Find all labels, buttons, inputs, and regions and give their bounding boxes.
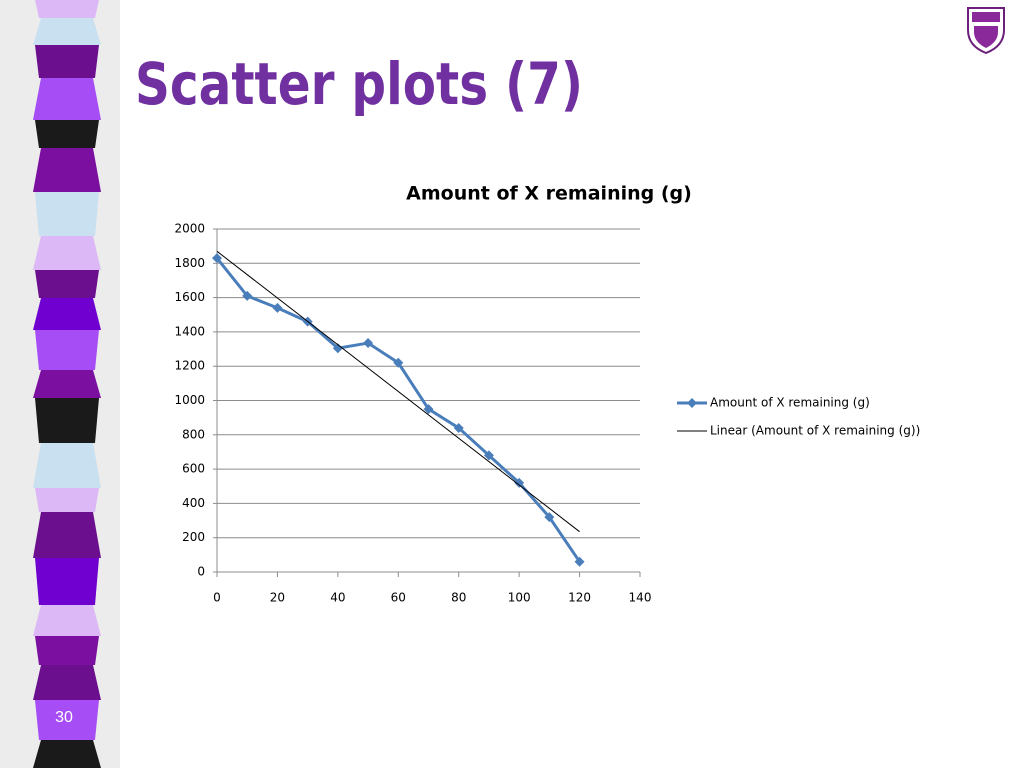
series-line <box>216 250 580 533</box>
decorative-stripes <box>33 0 101 768</box>
logo <box>967 7 1005 55</box>
point <box>363 338 374 349</box>
stripe <box>33 740 101 768</box>
x-tick-label: 140 <box>629 591 652 605</box>
x-tick-label: 0 <box>213 591 221 605</box>
x-tick-label: 60 <box>391 591 406 605</box>
legend-label: Amount of X remaining (g) <box>710 396 870 410</box>
y-tick-label: 200 <box>182 530 205 544</box>
legend-label: Linear (Amount of X remaining (g)) <box>710 424 920 438</box>
point <box>242 290 253 301</box>
stripe <box>35 192 99 236</box>
stripe <box>35 558 99 605</box>
series-line <box>215 257 581 563</box>
y-tick-label: 600 <box>182 462 205 476</box>
y-tick-label: 400 <box>182 496 205 510</box>
stripe <box>33 148 101 192</box>
stripe <box>33 298 101 330</box>
stripe <box>33 236 101 270</box>
point <box>544 512 555 523</box>
stripe <box>33 605 101 636</box>
stripe <box>35 0 99 18</box>
stripe <box>35 488 99 512</box>
slide-number: 30 <box>55 709 73 726</box>
stripe <box>33 370 101 398</box>
stripe <box>35 330 99 370</box>
point <box>574 556 585 567</box>
point <box>423 404 434 415</box>
stripe <box>33 665 101 700</box>
x-tick-label: 40 <box>330 591 345 605</box>
y-tick-label: 2000 <box>174 222 205 236</box>
stripe <box>35 398 99 443</box>
stripe <box>35 45 99 78</box>
x-tick-label: 20 <box>270 591 285 605</box>
x-tick-label: 100 <box>508 591 531 605</box>
y-tick-label: 0 <box>197 565 205 579</box>
point <box>212 253 222 264</box>
x-tick-label: 80 <box>451 591 466 605</box>
point <box>272 302 283 313</box>
y-tick-label: 1600 <box>174 290 205 304</box>
y-tick-label: 1200 <box>174 359 205 373</box>
y-tick-label: 800 <box>182 427 205 441</box>
legend-marker <box>687 398 697 408</box>
x-tick-label: 120 <box>568 591 591 605</box>
stripe <box>33 78 101 120</box>
stripe <box>35 270 99 298</box>
stripe <box>33 443 101 488</box>
y-tick-label: 1400 <box>174 324 205 338</box>
stripe <box>35 636 99 665</box>
y-tick-label: 1800 <box>174 256 205 270</box>
slide-title: Scatter plots (7) <box>135 50 583 118</box>
stripe <box>35 700 99 740</box>
stripe <box>33 18 101 45</box>
y-tick-label: 1000 <box>174 393 205 407</box>
point <box>453 422 464 433</box>
point <box>332 343 343 354</box>
stripe <box>33 512 101 558</box>
stripe <box>35 120 99 148</box>
point <box>483 450 494 461</box>
chart-title: Amount of X remaining (g) <box>406 183 692 205</box>
point <box>393 357 404 368</box>
point <box>514 477 525 488</box>
